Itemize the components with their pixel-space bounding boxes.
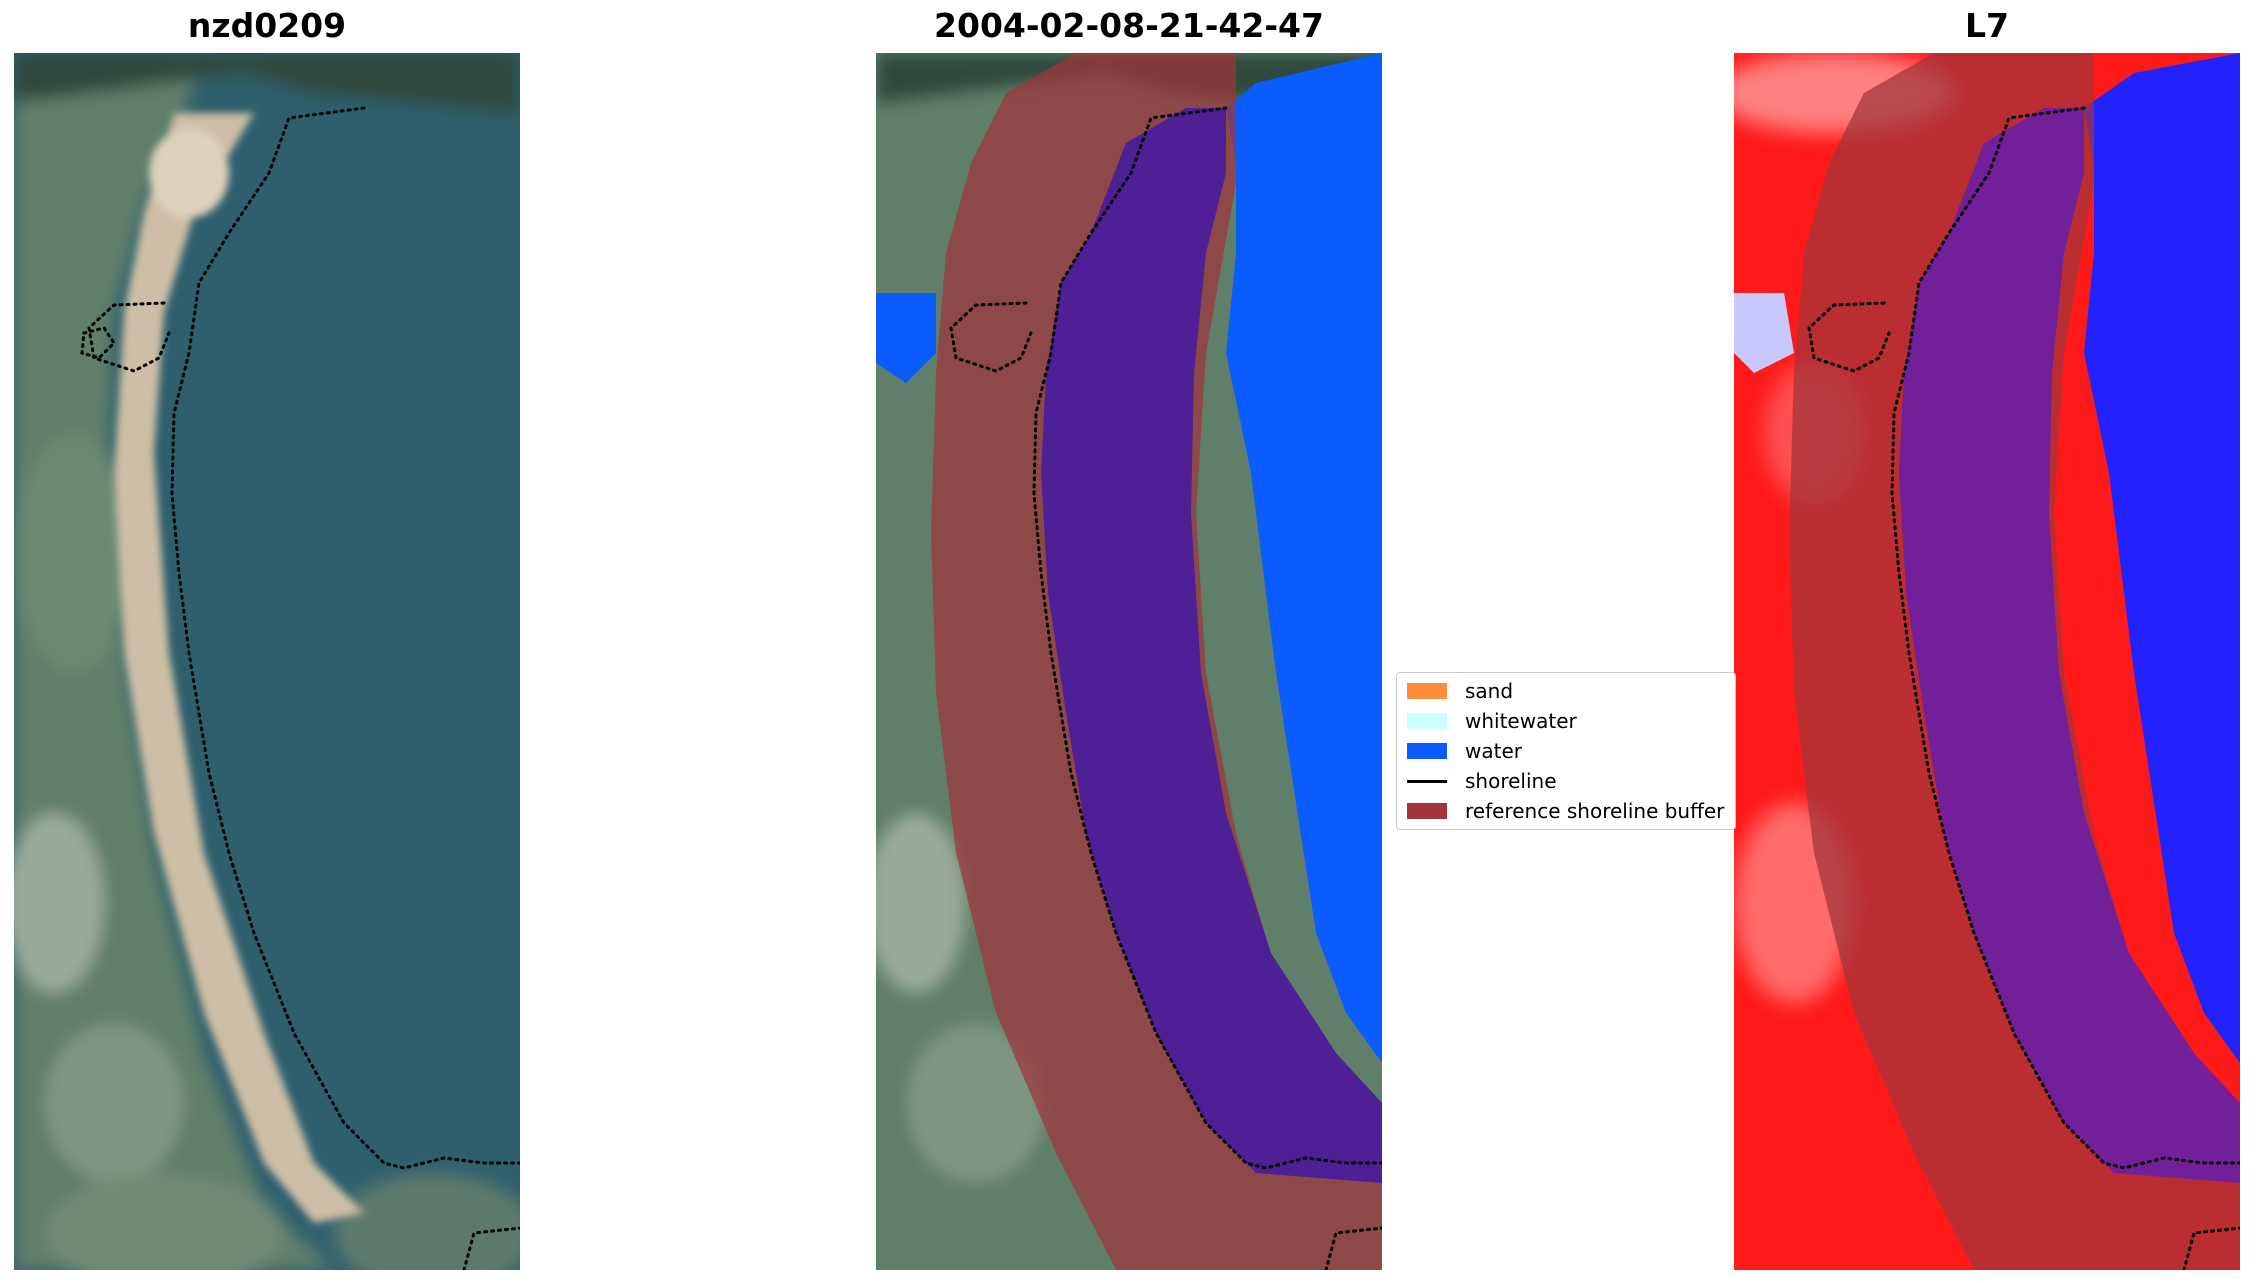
legend-label: reference shoreline buffer: [1465, 799, 1725, 823]
legend-label: whitewater: [1465, 709, 1577, 733]
rgb-image: [14, 53, 520, 1270]
legend-swatch-whitewater: [1407, 713, 1447, 729]
legend-swatch-water: [1407, 743, 1447, 759]
legend-item-water: water: [1407, 737, 1522, 765]
legend-label: water: [1465, 739, 1522, 763]
index-image: [1734, 53, 2240, 1270]
rgb-image-panel: [14, 53, 520, 1270]
panel-title-classification: 2004-02-08-21-42-47: [934, 6, 1324, 45]
legend-item-shoreline: shoreline: [1407, 767, 1557, 795]
legend-item-sand: sand: [1407, 677, 1513, 705]
index-panel: [1734, 53, 2240, 1270]
legend-swatch-buffer: [1407, 803, 1447, 819]
legend-swatch-sand: [1407, 683, 1447, 699]
classification-panel: [876, 53, 1382, 1270]
legend-line-shoreline: [1407, 779, 1447, 783]
classification-image: [876, 53, 1382, 1270]
legend: sand whitewater water shoreline referenc…: [1396, 672, 1736, 830]
legend-item-buffer: reference shoreline buffer: [1407, 797, 1724, 825]
legend-label: sand: [1465, 679, 1514, 703]
legend-label: shoreline: [1465, 769, 1557, 793]
panel-title-rgb: nzd0209: [187, 6, 347, 45]
panel-title-index: L7: [1965, 6, 2009, 45]
legend-item-whitewater: whitewater: [1407, 707, 1577, 735]
